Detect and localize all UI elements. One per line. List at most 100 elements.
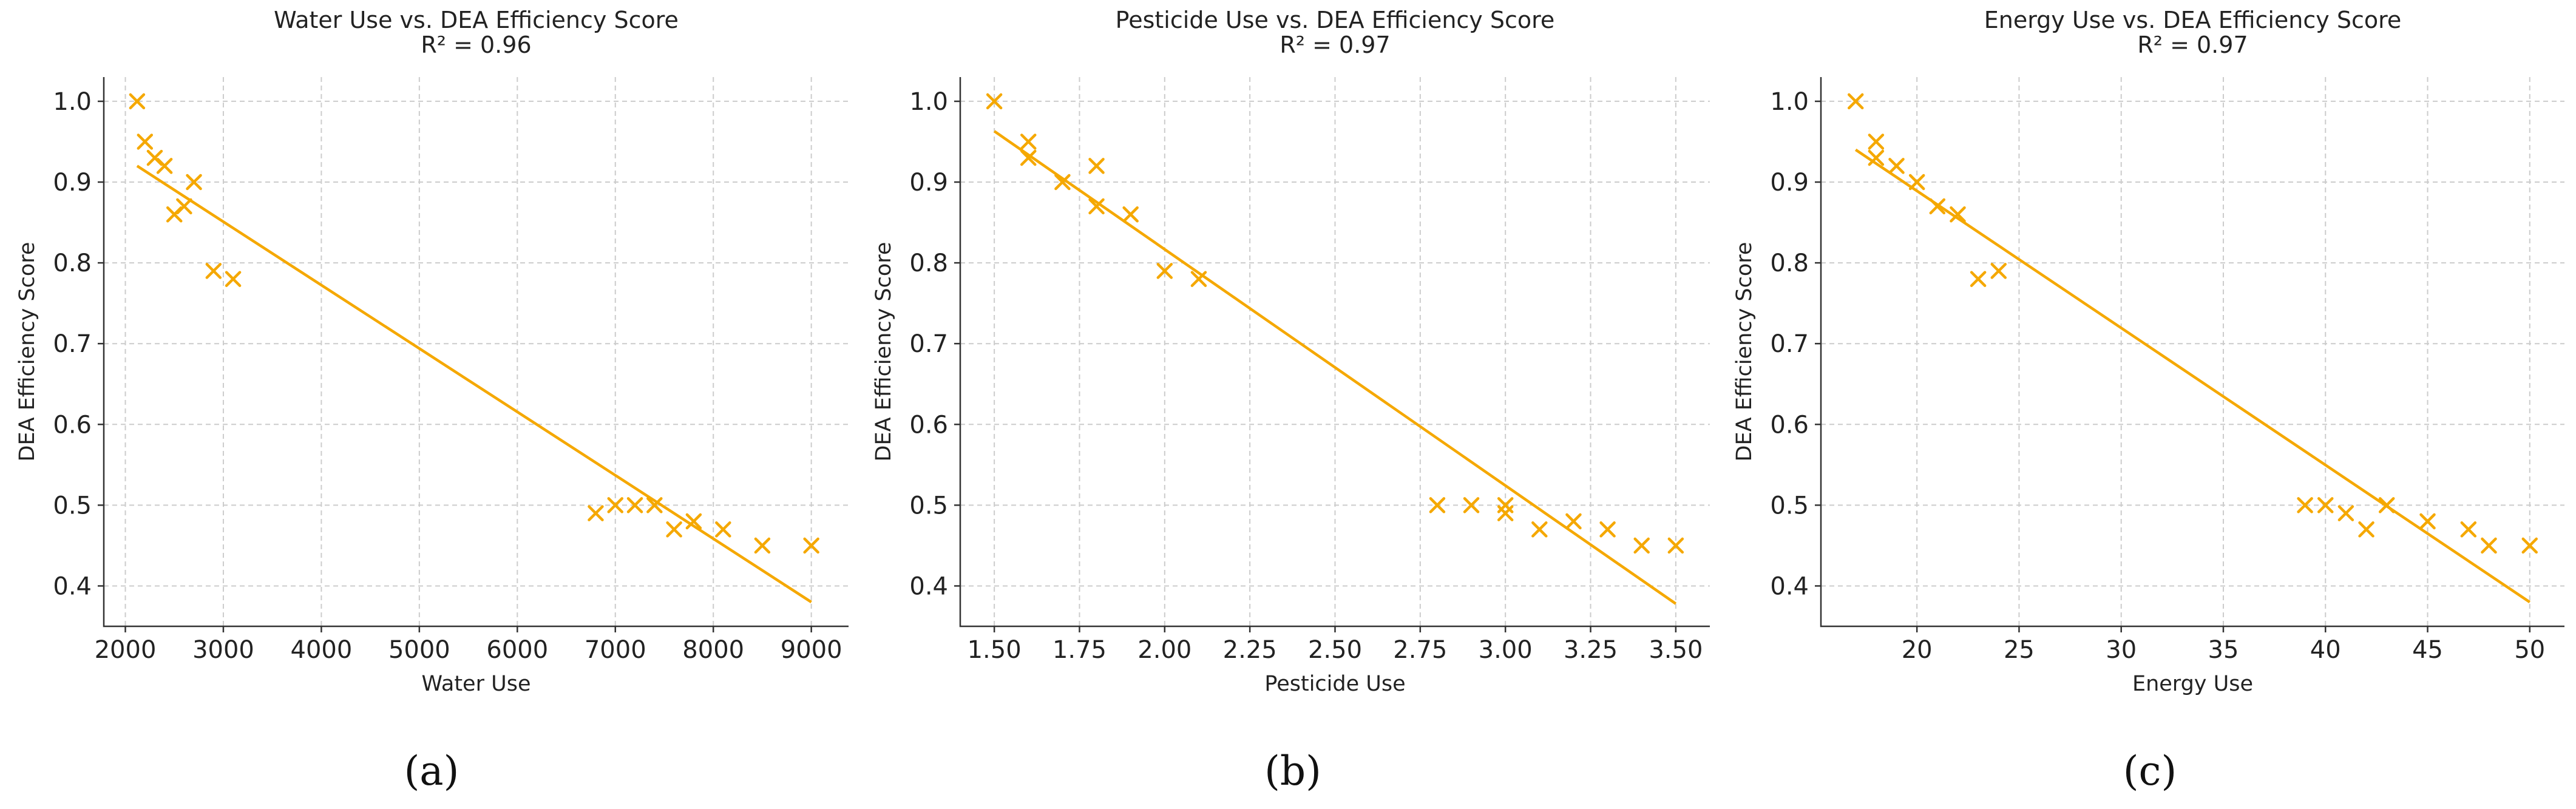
y-tick-label: 0.9	[909, 169, 948, 197]
y-tick-label: 1.0	[1770, 88, 1809, 116]
axis-spines	[1820, 77, 2564, 628]
regression-line	[1854, 148, 2531, 603]
data-point	[803, 537, 819, 554]
data-point	[715, 521, 731, 538]
y-tick-label: 0.9	[53, 169, 92, 197]
y-tick-label: 0.4	[1770, 572, 1809, 600]
data-point	[1888, 158, 1905, 174]
data-point	[754, 537, 771, 554]
x-tick-label: 50	[2514, 636, 2545, 664]
y-tick-label: 0.6	[53, 411, 92, 439]
data-point	[1020, 134, 1037, 150]
chart-title: Energy Use vs. DEA Efficiency Score	[1984, 7, 2402, 33]
y-tick-label: 0.8	[53, 249, 92, 277]
y-tick-label: 0.5	[1770, 492, 1809, 520]
data-point	[2419, 513, 2436, 530]
y-axis-label: DEA Efficiency Score	[15, 242, 39, 462]
data-point	[1463, 497, 1480, 513]
data-point	[2378, 497, 2395, 513]
y-tick-label: 0.9	[1770, 169, 1809, 197]
x-tick-label: 2.50	[1308, 636, 1362, 664]
x-tick-label: 3.00	[1479, 636, 1533, 664]
data-point	[626, 497, 643, 513]
y-axis-label: DEA Efficiency Score	[872, 242, 896, 462]
data-point	[1847, 93, 1864, 110]
data-point	[1950, 206, 1966, 223]
x-tick-label: 7000	[585, 636, 646, 664]
x-tick-label: 3.25	[1564, 636, 1618, 664]
data-point	[666, 521, 682, 538]
data-point	[1497, 505, 1514, 521]
regression-line	[993, 130, 1677, 605]
y-tick-label: 0.6	[909, 411, 948, 439]
x-axis-label: Energy Use	[2132, 672, 2253, 696]
data-point	[1190, 271, 1207, 287]
x-tick-label: 25	[2004, 636, 2035, 664]
data-point	[2337, 505, 2354, 521]
chart-subtitle: R² = 0.97	[2137, 32, 2248, 58]
chart-subtitle: R² = 0.96	[421, 32, 531, 58]
x-tick-label: 3.50	[1649, 636, 1703, 664]
data-point	[205, 263, 222, 279]
data-point	[1868, 149, 1885, 166]
chart-title: Water Use vs. DEA Efficiency Score	[274, 7, 679, 33]
data-point	[1970, 271, 1987, 287]
y-tick-label: 0.4	[53, 572, 92, 600]
panel-label: (b)	[1264, 748, 1321, 794]
y-tick-label: 0.4	[909, 572, 948, 600]
chart-subtitle: R² = 0.97	[1280, 32, 1390, 58]
x-tick-label: 4000	[291, 636, 353, 664]
y-tick-label: 1.0	[909, 88, 948, 116]
data-point	[2297, 497, 2313, 513]
x-tick-label: 40	[2310, 636, 2341, 664]
data-point	[607, 497, 624, 513]
data-point	[129, 93, 146, 110]
data-point	[2317, 497, 2334, 513]
data-point	[2358, 521, 2374, 538]
data-point	[156, 158, 173, 174]
data-point	[225, 271, 242, 287]
data-point	[137, 134, 154, 150]
axis-spines	[959, 77, 1710, 628]
x-tick-label: 6000	[486, 636, 548, 664]
chart-pesticide: Pesticide Use vs. DEA Efficiency ScoreR²…	[872, 7, 1710, 794]
y-tick-label: 0.8	[909, 249, 948, 277]
x-tick-label: 2000	[95, 636, 157, 664]
x-tick-label: 35	[2208, 636, 2239, 664]
y-tick-label: 0.5	[53, 492, 92, 520]
x-tick-label: 30	[2106, 636, 2137, 664]
data-point	[1565, 513, 1582, 530]
axis-spines	[103, 77, 849, 628]
data-point	[1868, 134, 1885, 150]
x-tick-label: 2.00	[1137, 636, 1191, 664]
data-point	[2481, 537, 2497, 554]
x-tick-label: 3000	[192, 636, 254, 664]
y-tick-label: 0.7	[53, 330, 92, 358]
data-point	[588, 505, 604, 521]
x-tick-label: 9000	[781, 636, 842, 664]
data-point	[1531, 521, 1548, 538]
data-point	[176, 198, 192, 215]
data-point	[1020, 149, 1037, 166]
data-point	[685, 513, 702, 530]
data-point	[2460, 521, 2477, 538]
x-tick-label: 2.75	[1393, 636, 1447, 664]
x-tick-label: 8000	[682, 636, 744, 664]
data-point	[986, 93, 1003, 110]
x-tick-label: 1.50	[968, 636, 1022, 664]
data-point	[2521, 537, 2538, 554]
data-point	[1908, 174, 1925, 191]
data-point	[1667, 537, 1684, 554]
x-tick-label: 2.25	[1223, 636, 1277, 664]
data-point	[1429, 497, 1446, 513]
data-point	[1122, 206, 1139, 223]
data-point	[1929, 198, 1946, 215]
data-point	[1054, 174, 1071, 191]
data-point	[1088, 158, 1105, 174]
data-point	[646, 497, 663, 513]
panel-label: (a)	[404, 748, 459, 794]
x-axis-label: Pesticide Use	[1264, 672, 1405, 696]
